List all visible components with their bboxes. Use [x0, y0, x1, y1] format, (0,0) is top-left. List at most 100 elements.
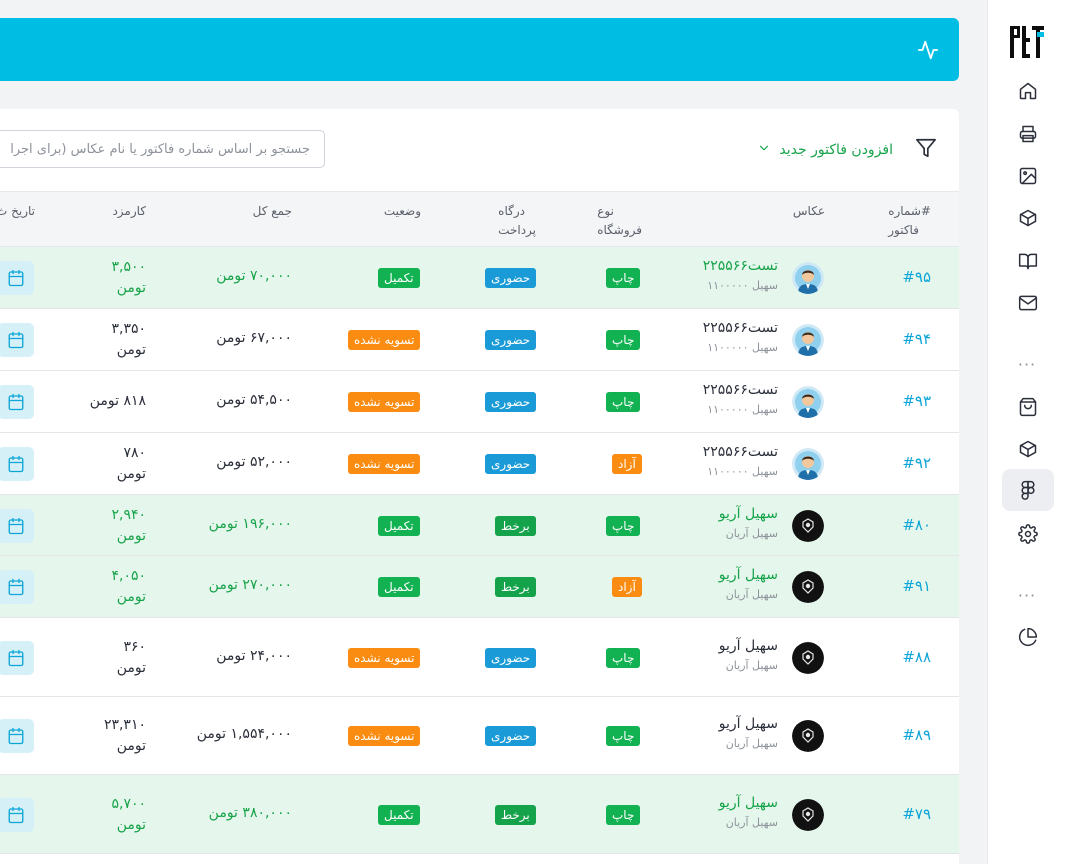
- gateway-badge: حضوری: [485, 330, 537, 350]
- sidebar-item-settings[interactable]: [1008, 514, 1048, 554]
- status-badge: تکمیل: [378, 804, 420, 825]
- status-badge: تکمیل: [378, 268, 420, 288]
- fee-amount: ۷۸۰ تومن: [116, 445, 146, 482]
- sidebar-item-design[interactable]: [1002, 469, 1054, 511]
- invoice-number-link[interactable]: #۹۱: [902, 577, 931, 595]
- fee-amount: ۳۶۰ تومن: [116, 638, 146, 676]
- photographer-avatar: [792, 324, 824, 356]
- invoice-number-link[interactable]: #۸۹: [902, 726, 931, 744]
- date-button[interactable]: [0, 719, 34, 753]
- status-badge: تکمیل: [378, 577, 420, 597]
- column-header-fee[interactable]: کارمزد: [112, 204, 146, 218]
- photographer-username: سهیل آریان: [725, 588, 778, 601]
- status-badge: تکمیل: [378, 515, 420, 536]
- fee-amount: ۸۱۸ تومن: [89, 393, 146, 409]
- pie-chart-icon: [1018, 627, 1038, 647]
- calendar-icon: [8, 393, 24, 411]
- status-badge: تسویه نشده: [348, 726, 421, 746]
- table-row[interactable]: #۸۰ سهیل آریو سهیل آریان چاپ برخط تکمیل ۱۹۶,۰۰…: [0, 495, 959, 556]
- photographer-name: تست۲۲۵۵۶۶: [702, 320, 778, 336]
- date-button[interactable]: [0, 261, 34, 295]
- table-row[interactable]: #۸۸ سهیل آریو سهیل آریان چاپ حضوری تسویه نشده…: [0, 618, 959, 697]
- sidebar-item-packages[interactable]: [1008, 429, 1048, 469]
- photographer-avatar: [792, 720, 824, 752]
- search-input[interactable]: [0, 130, 325, 168]
- date-button[interactable]: [0, 570, 34, 604]
- app-logo[interactable]: [1009, 24, 1045, 60]
- column-header-total[interactable]: جمع کل: [252, 204, 292, 218]
- photographer-name: تست۲۲۵۵۶۶: [702, 258, 778, 274]
- column-header-number[interactable]: #شماره فاکتور: [888, 204, 931, 237]
- invoice-number-link[interactable]: #۹۴: [902, 330, 931, 348]
- photographer-cell: سهیل آریو سهیل آریان: [719, 567, 778, 601]
- table-row[interactable]: #۹۱ سهیل آریو سهیل آریان آزاد برخط تکمیل ۲۷۰,۰…: [0, 556, 959, 618]
- figma-icon: [1021, 480, 1035, 500]
- table-row[interactable]: #۹۳ تست۲۲۵۵۶۶ سهیل ۱۱۰۰۰۰۰ چاپ حضوری تسویه نش…: [0, 371, 959, 433]
- column-header-photographer[interactable]: عکاس: [792, 204, 825, 218]
- date-button[interactable]: [0, 640, 34, 675]
- fee-amount: ۵,۷۰۰ تومن: [111, 795, 146, 833]
- invoice-number-link[interactable]: #۸۸: [902, 647, 931, 666]
- gateway-badge: حضوری: [485, 454, 537, 474]
- table-row[interactable]: #۹۵ تست۲۲۵۵۶۶ سهیل ۱۱۰۰۰۰۰ چاپ حضوری تکمیل ۷۰,…: [0, 247, 959, 309]
- photographer-cell: سهیل آریو سهیل آریان: [719, 795, 778, 829]
- photographer-cell: سهیل آریو سهیل آریان: [719, 638, 778, 672]
- column-header-date[interactable]: تاریخ ث: [0, 204, 35, 218]
- add-invoice-dropdown[interactable]: افزودن فاکتور جدید: [757, 139, 893, 161]
- calendar-icon: [8, 455, 24, 473]
- calendar-icon: [8, 806, 24, 823]
- invoice-number-link[interactable]: #۹۲: [902, 454, 931, 472]
- sidebar-item-docs[interactable]: [1008, 241, 1048, 281]
- add-invoice-label: افزودن فاکتور جدید: [779, 142, 893, 158]
- sidebar-item-mail[interactable]: [1008, 283, 1048, 323]
- table-row[interactable]: #۹۲ تست۲۲۵۵۶۶ سهیل ۱۱۰۰۰۰۰ آزاد حضوری تسویه ن…: [0, 433, 959, 495]
- photographer-name: تست۲۲۵۵۶۶: [702, 382, 778, 398]
- sidebar-separator-dots: ···: [1017, 355, 1037, 374]
- invoice-number-link[interactable]: #۸۰: [902, 515, 931, 534]
- sidebar-item-shop[interactable]: [1008, 387, 1048, 427]
- sidebar-item-reports[interactable]: [1008, 617, 1048, 657]
- column-header-gateway[interactable]: درگاه پرداخت: [498, 204, 536, 237]
- image-icon: [1019, 167, 1037, 185]
- status-badge: تسویه نشده: [348, 330, 421, 350]
- date-button[interactable]: [0, 323, 34, 357]
- status-badge: تسویه نشده: [348, 647, 421, 668]
- home-icon: [1019, 82, 1037, 100]
- store-type-badge: چاپ: [606, 268, 641, 288]
- table-row[interactable]: #۹۴ تست۲۲۵۵۶۶ سهیل ۱۱۰۰۰۰۰ چاپ حضوری تسویه نش…: [0, 309, 959, 371]
- toolbar: افزودن فاکتور جدید: [0, 109, 959, 191]
- gateway-badge: حضوری: [485, 726, 537, 746]
- date-button[interactable]: [0, 797, 34, 832]
- invoice-number-link[interactable]: #۷۹: [902, 804, 931, 823]
- sidebar-item-home[interactable]: [1008, 71, 1048, 111]
- date-button[interactable]: [0, 508, 34, 543]
- photographer-avatar: [792, 641, 824, 674]
- activity-icon: [917, 39, 939, 61]
- column-header-status[interactable]: وضعیت: [383, 204, 421, 218]
- table-row[interactable]: #۷۹ سهیل آریو سهیل آریان چاپ برخط تکمیل ۳۸۰,۰۰…: [0, 775, 959, 854]
- column-header-store-type[interactable]: نوع فروشگاه: [597, 204, 642, 237]
- calendar-icon: [8, 578, 24, 596]
- photographer-avatar: [792, 798, 824, 831]
- date-button[interactable]: [0, 385, 34, 419]
- store-type-badge: چاپ: [606, 330, 641, 350]
- sidebar-item-gallery[interactable]: [1008, 156, 1048, 196]
- invoice-number-link[interactable]: #۹۵: [902, 268, 931, 286]
- gateway-badge: برخط: [495, 515, 536, 536]
- sidebar-item-print[interactable]: [1008, 114, 1048, 154]
- photographer-cell: سهیل آریو سهیل آریان: [719, 506, 778, 540]
- photographer-cell: تست۲۲۵۵۶۶ سهیل ۱۱۰۰۰۰۰: [703, 258, 778, 292]
- fee-amount: ۳,۵۰۰ تومن: [111, 259, 146, 296]
- photographer-name: سهیل آریو: [718, 794, 778, 811]
- fee-amount: ۳,۳۵۰ تومن: [111, 321, 146, 358]
- fee-amount: ۴,۰۵۰ تومن: [111, 568, 146, 605]
- invoice-number-link[interactable]: #۹۳: [902, 392, 931, 410]
- date-button[interactable]: [0, 447, 34, 481]
- sidebar-item-products[interactable]: [1008, 198, 1048, 238]
- table-row[interactable]: #۸۹ سهیل آریو سهیل آریان چاپ حضوری تسویه نشده…: [0, 697, 959, 775]
- sidebar-separator-dots: ···: [1017, 586, 1037, 605]
- calendar-icon: [8, 331, 24, 349]
- store-type-badge: چاپ: [606, 804, 641, 825]
- filter-button[interactable]: [915, 137, 939, 161]
- book-icon: [1018, 253, 1038, 270]
